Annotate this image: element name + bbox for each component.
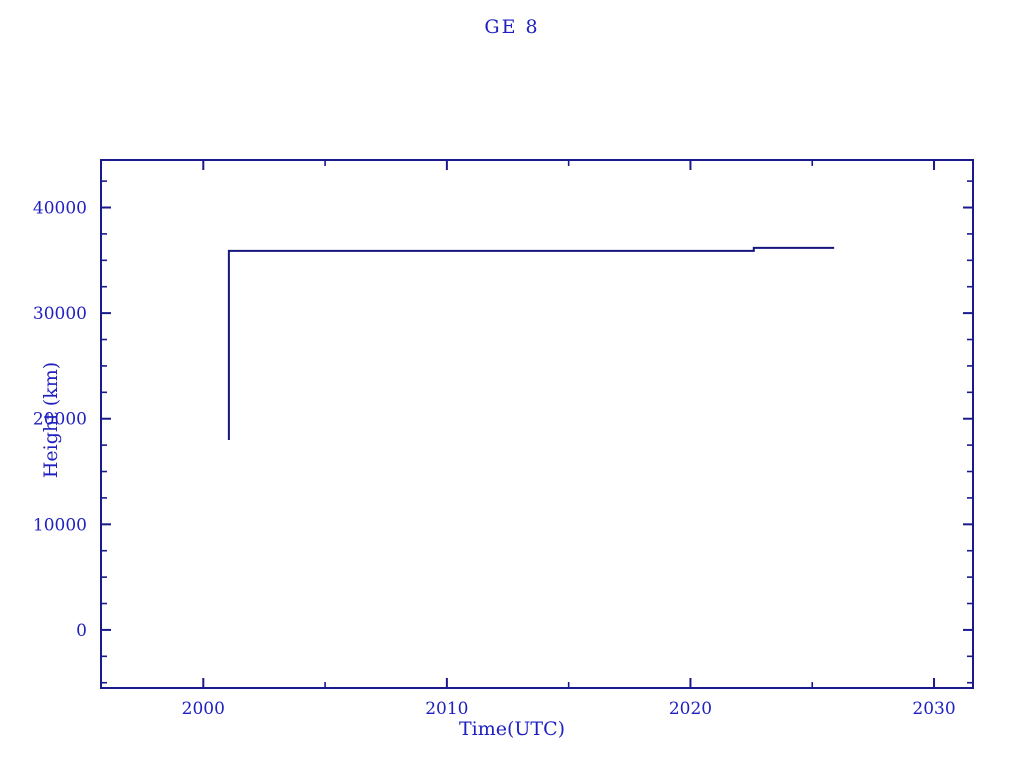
y-tick-label: 30000 [33,304,87,324]
x-tick-label: 2010 [425,699,468,719]
x-tick-label: 2020 [669,699,712,719]
y-axis-ticks [101,180,973,684]
y-tick-label: 20000 [33,410,87,430]
x-axis-ticks [202,160,936,688]
plot-frame-rect [100,159,974,689]
y-tick-label: 0 [76,621,87,641]
plot-frame [100,159,974,689]
x-tick-label: 2030 [912,699,955,719]
x-axis-label: Time(UTC) [458,718,566,740]
y-axis-tick-labels: 0 10000 20000 30000 40000 [33,199,87,641]
y-tick-label: 40000 [33,199,87,219]
y-tick-label: 10000 [33,515,87,535]
data-series-line [227,246,835,440]
x-axis-tick-labels: 2000 2010 2020 2030 [182,699,956,719]
x-tick-label: 2000 [182,699,225,719]
chart-title: GE 8 [484,16,540,38]
data-series-group [227,246,835,440]
